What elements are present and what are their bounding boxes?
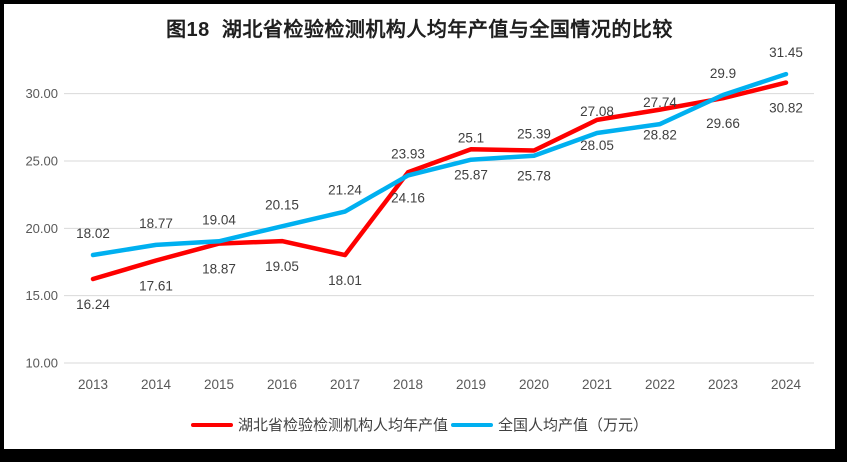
legend-label-national: 全国人均产值（万元） xyxy=(498,417,649,434)
x-axis-tick-label: 2018 xyxy=(393,377,423,392)
data-label-hubei: 19.05 xyxy=(265,259,299,274)
legend-label-hubei: 湖北省检验检测机构人均年产值 xyxy=(237,417,448,434)
series-line-hubei[interactable] xyxy=(90,80,789,282)
x-axis-tick-label: 2017 xyxy=(330,377,360,392)
data-label-hubei: 25.78 xyxy=(517,169,551,184)
y-axis-tick-label: 20.00 xyxy=(25,221,58,236)
data-label-national: 19.04 xyxy=(202,212,236,227)
data-label-national: 21.24 xyxy=(328,183,362,198)
x-axis-tick-label: 2015 xyxy=(204,377,234,392)
legend-item-national[interactable]: 全国人均产值（万元） xyxy=(451,414,648,435)
data-label-hubei: 24.16 xyxy=(391,190,425,205)
y-axis-tick-label: 25.00 xyxy=(25,154,58,169)
data-label-hubei: 30.82 xyxy=(769,101,803,116)
y-axis-tick-label: 30.00 xyxy=(25,86,58,101)
data-label-national: 25.1 xyxy=(458,131,484,146)
y-axis-tick-label: 10.00 xyxy=(25,356,58,371)
data-label-hubei: 28.05 xyxy=(580,138,614,153)
x-axis-tick-label: 2020 xyxy=(519,377,549,392)
data-label-national: 25.39 xyxy=(517,127,551,142)
data-label-hubei: 18.01 xyxy=(328,273,362,288)
y-axis-tick-label: 15.00 xyxy=(25,288,58,303)
data-label-hubei: 29.66 xyxy=(706,116,740,131)
x-axis-tick-label: 2019 xyxy=(456,377,486,392)
x-axis-tick-label: 2013 xyxy=(78,377,108,392)
chart-legend: 湖北省检验检测机构人均年产值 全国人均产值（万元） xyxy=(4,414,835,435)
data-label-national: 29.9 xyxy=(710,66,736,81)
data-label-hubei: 25.87 xyxy=(454,167,488,182)
data-label-national: 23.93 xyxy=(391,146,425,161)
data-label-national: 18.77 xyxy=(139,216,173,231)
x-axis-tick-label: 2014 xyxy=(141,377,172,392)
legend-line-national-icon xyxy=(451,422,493,427)
data-label-hubei: 18.87 xyxy=(202,262,236,277)
data-label-hubei: 16.24 xyxy=(76,297,110,312)
legend-item-hubei[interactable]: 湖北省检验检测机构人均年产值 xyxy=(190,414,448,435)
series-line-national[interactable] xyxy=(90,71,789,258)
chart-title: 图18 湖北省检验检测机构人均年产值与全国情况的比较 xyxy=(166,19,673,41)
data-label-hubei: 28.82 xyxy=(643,128,677,143)
data-label-national: 31.45 xyxy=(769,45,803,60)
data-label-hubei: 17.61 xyxy=(139,279,173,294)
data-label-national: 27.08 xyxy=(580,104,614,119)
x-axis-tick-label: 2023 xyxy=(708,377,738,392)
x-axis-tick-label: 2016 xyxy=(267,377,297,392)
data-label-national: 18.02 xyxy=(76,226,110,241)
x-axis-tick-label: 2022 xyxy=(645,377,675,392)
data-label-national: 20.15 xyxy=(265,197,299,212)
data-label-national: 27.74 xyxy=(643,95,677,110)
line-chart-plot-area: 10.00 15.00 20.00 25.00 30.00 2013 2014 2015 201… xyxy=(25,45,814,392)
x-axis-tick-label: 2024 xyxy=(771,377,802,392)
x-axis-tick-label: 2021 xyxy=(582,377,612,392)
legend-line-hubei-icon xyxy=(190,422,233,427)
